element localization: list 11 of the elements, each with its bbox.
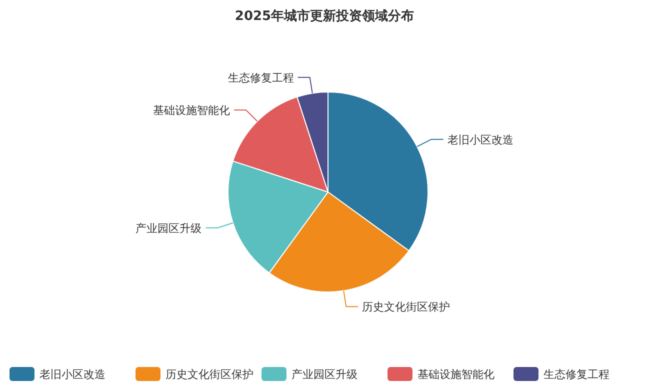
legend-label: 基础设施智能化 (418, 368, 494, 381)
legend-label: 生态修复工程 (544, 368, 610, 381)
slice-label: 老旧小区改造 (447, 133, 514, 146)
legend-label: 历史文化街区保护 (166, 368, 254, 381)
slice-label: 产业园区升级 (136, 222, 202, 235)
chart-title: 2025年城市更新投资领域分布 (234, 8, 414, 24)
slice-label: 历史文化街区保护 (362, 300, 450, 314)
legend-label: 产业园区升级 (292, 368, 358, 381)
slice-label: 生态修复工程 (228, 71, 294, 84)
legend-label: 老旧小区改造 (40, 368, 106, 381)
slice-label: 基础设施智能化 (152, 104, 230, 117)
